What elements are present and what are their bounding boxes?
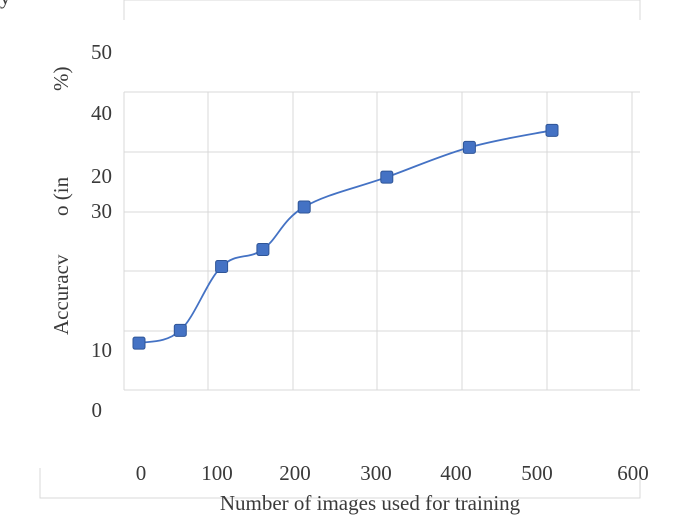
data-point-marker xyxy=(256,243,270,257)
x-tick-label: 400 xyxy=(440,461,472,485)
data-point-marker xyxy=(380,170,394,184)
series-group xyxy=(132,123,559,350)
y-tick-label: 50 xyxy=(91,40,112,64)
grid xyxy=(123,91,640,391)
x-tick-label: 200 xyxy=(279,461,311,485)
cropped-caption-fragment: y ····· ···· ·· ··· ····· ·· · · · · xyxy=(0,0,238,9)
y-axis-title: Accuracv o (in %) xyxy=(49,67,73,336)
y-tick-label: 30 xyxy=(91,199,112,223)
data-point-marker xyxy=(215,260,229,274)
y-axis-tick-labels: 50 40 20 30 10 0 xyxy=(91,40,112,422)
x-tick-label: 500 xyxy=(521,461,553,485)
x-tick-label: 600 xyxy=(617,461,649,485)
data-point-marker xyxy=(297,200,311,214)
data-point-marker xyxy=(462,140,476,154)
x-axis-tick-labels: 0 100 200 300 400 500 600 xyxy=(136,461,649,485)
x-tick-label: 100 xyxy=(201,461,233,485)
y-axis-title-part: %) xyxy=(49,67,73,92)
data-point-marker xyxy=(545,123,559,137)
series-line xyxy=(138,129,553,345)
y-tick-label: 40 xyxy=(91,101,112,125)
y-tick-label: 10 xyxy=(91,338,112,362)
x-axis-title: Number of images used for training xyxy=(220,491,521,515)
data-point-marker xyxy=(132,336,146,350)
data-point-marker xyxy=(173,323,187,337)
chart-frame xyxy=(39,0,641,499)
x-tick-label: 300 xyxy=(360,461,392,485)
y-tick-label: 20 xyxy=(91,164,112,188)
y-tick-label: 0 xyxy=(92,398,103,422)
y-axis-title-part: Accuracv xyxy=(49,254,73,335)
y-axis-title-part: o (in xyxy=(49,176,73,216)
x-tick-label: 0 xyxy=(136,461,147,485)
